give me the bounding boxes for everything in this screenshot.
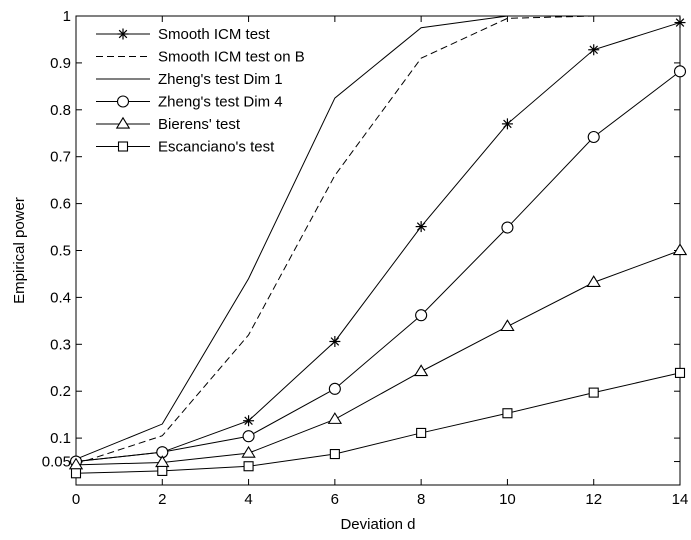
triangle-marker [155,455,170,468]
asterisk-marker [415,221,427,233]
asterisk-stroke [244,416,253,426]
y-tick-label: 0.2 [50,383,71,400]
asterisk-marker [588,44,600,56]
y-tick-label: 0.8 [50,102,71,119]
square-marker [157,465,168,476]
y-axis-label: Empirical power [11,197,28,304]
legend: Smooth ICM test Smooth ICM test on B Zheng… [96,26,305,156]
circle-marker [415,309,428,322]
legend-label: Escanciano's test [158,139,275,156]
legend-label: Zheng's test Dim 1 [158,71,283,88]
series-line [75,70,681,463]
asterisk-marker [243,415,255,427]
asterisk-stroke [503,119,512,129]
square-marker [502,408,513,419]
y-tick-label: 0.4 [50,289,71,306]
asterisk-stroke [330,337,340,346]
series-group [68,243,688,470]
triangle-marker [500,319,515,332]
circle-marker [673,65,687,78]
series-line [75,15,680,460]
asterisk-marker [117,28,129,40]
asterisk-stroke [675,18,685,27]
x-tick-label: 0 [72,491,80,508]
triangle-marker [672,243,688,256]
y-tick-label: 0.7 [50,149,71,166]
series-group [70,367,686,479]
y-tick-label: 0.3 [50,336,71,353]
x-tick-label: 10 [499,491,516,508]
y-tick-label: 0.6 [50,196,71,213]
square-marker [243,461,254,472]
legend-item: Smooth ICM test [96,26,271,43]
legend-item: Zheng's test Dim 1 [96,71,283,88]
triangle-marker [241,445,256,458]
square-marker [674,367,686,378]
asterisk-marker [674,17,686,29]
circle-marker [501,221,514,234]
square-marker [416,427,427,438]
triangle-marker [327,412,343,424]
square-marker [70,468,82,479]
series-line [75,372,681,474]
circle-marker [328,382,341,395]
square-marker [588,387,599,398]
x-tick-label: 14 [672,491,689,508]
circle-marker [242,430,255,443]
series-line [75,250,681,466]
circle-marker [587,130,600,144]
x-axis-label: Deviation d [340,516,415,533]
legend-item: Smooth ICM test on B [96,49,305,66]
square-marker [329,448,340,460]
x-tick-label: 2 [158,491,166,508]
triangle-marker [115,116,131,129]
legend-label: Smooth ICM test [158,26,271,43]
series-group [75,15,680,460]
legend-item: Escanciano's test [96,139,275,156]
legend-label: Zheng's test Dim 4 [158,94,283,111]
x-tick-label: 12 [585,491,602,508]
x-tick-label: 4 [244,491,252,508]
asterisk-stroke [118,29,128,39]
legend-label: Bierens' test [158,116,241,133]
legend-item: Bierens' test [96,116,241,133]
y-tick-label: 0.1 [50,430,71,447]
x-tick-label: 6 [331,491,339,508]
series-line [75,22,681,463]
asterisk-stroke [589,45,598,55]
asterisk-stroke [416,222,426,231]
legend-item: Zheng's test Dim 4 [96,94,283,111]
triangle-marker [586,275,601,287]
y-tick-label: 0.05 [42,454,71,471]
legend-label: Smooth ICM test on B [158,49,305,66]
axis-ticks: 0 2 4 6 8 10 12 14 0.05 0.1 0.2 0.3 0.4 0.5 0.6 0.7 0.8 0… [42,8,689,508]
x-tick-label: 8 [417,491,425,508]
circle-marker [116,95,130,108]
asterisk-marker [501,118,513,130]
y-tick-label: 0.5 [50,243,71,260]
y-tick-label: 1 [63,8,71,25]
series-layer [68,15,688,479]
y-tick-label: 0.9 [50,55,71,72]
triangle-marker [413,364,429,377]
asterisk-marker [329,335,341,347]
square-marker [117,141,129,152]
